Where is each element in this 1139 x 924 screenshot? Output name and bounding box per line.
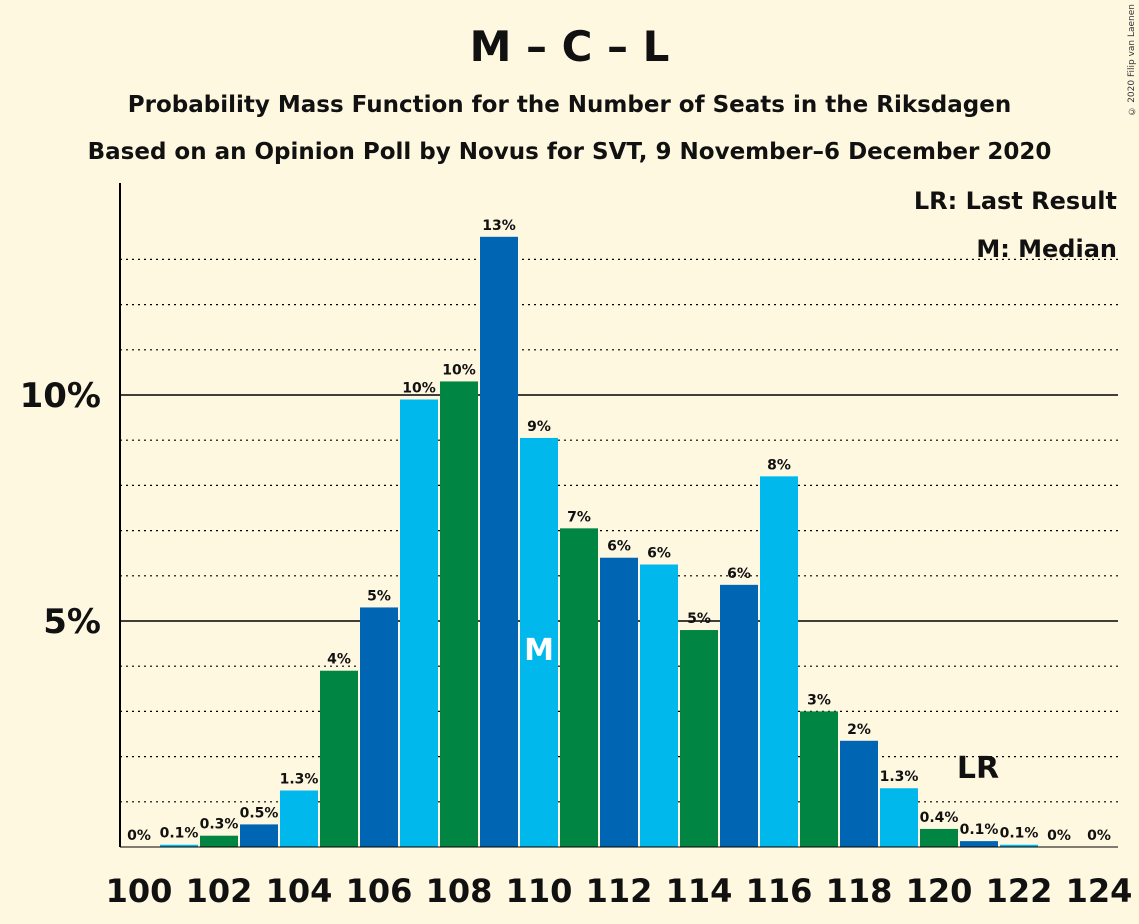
data-label: 9% bbox=[527, 419, 551, 435]
bar bbox=[280, 790, 318, 847]
legend-last-result: LR: Last Result bbox=[914, 187, 1117, 215]
data-label: 5% bbox=[367, 588, 391, 604]
bar bbox=[1000, 844, 1038, 847]
bar bbox=[760, 476, 798, 847]
x-tick-label: 124 bbox=[1066, 872, 1133, 910]
x-tick-label: 120 bbox=[906, 872, 973, 910]
data-label: 10% bbox=[402, 381, 436, 397]
x-tick-label: 102 bbox=[186, 872, 253, 910]
chart-subtitle: Probability Mass Function for the Number… bbox=[127, 92, 1012, 118]
x-tick-label: 110 bbox=[506, 872, 573, 910]
x-tick-label: 118 bbox=[826, 872, 893, 910]
bar bbox=[720, 584, 758, 847]
bar bbox=[880, 788, 918, 847]
data-label: 0% bbox=[127, 828, 151, 844]
bar bbox=[200, 835, 238, 847]
data-label: 6% bbox=[607, 539, 631, 555]
x-tick-label: 104 bbox=[266, 872, 333, 910]
last-result-marker: LR bbox=[957, 751, 999, 786]
data-label: 2% bbox=[847, 722, 871, 738]
bar bbox=[400, 399, 438, 847]
bar bbox=[960, 841, 998, 847]
x-tick-label: 100 bbox=[106, 872, 173, 910]
bar bbox=[920, 828, 958, 847]
data-label: 0.1% bbox=[1000, 826, 1039, 842]
y-tick-label: 10% bbox=[20, 376, 101, 416]
data-label: 8% bbox=[767, 457, 791, 473]
data-label: 1.3% bbox=[280, 772, 319, 788]
x-tick-label: 106 bbox=[346, 872, 413, 910]
bar bbox=[840, 740, 878, 847]
data-label: 4% bbox=[327, 652, 351, 668]
bar bbox=[240, 824, 278, 847]
bar bbox=[160, 844, 198, 847]
data-label: 6% bbox=[647, 546, 671, 562]
legend-median: M: Median bbox=[976, 235, 1117, 263]
x-tick-label: 108 bbox=[426, 872, 493, 910]
chart-title: M – C – L bbox=[469, 22, 670, 71]
x-tick-label: 114 bbox=[666, 872, 733, 910]
x-tick-label: 112 bbox=[586, 872, 653, 910]
median-marker: M bbox=[524, 633, 554, 668]
data-label: 10% bbox=[442, 362, 476, 378]
data-label: 3% bbox=[807, 692, 831, 708]
x-tick-label: 122 bbox=[986, 872, 1053, 910]
data-label: 0.4% bbox=[920, 810, 959, 826]
data-label: 0% bbox=[1047, 828, 1071, 844]
bar bbox=[520, 437, 558, 847]
bar bbox=[600, 557, 638, 847]
bar bbox=[480, 236, 518, 848]
bar bbox=[320, 670, 358, 847]
y-tick-label: 5% bbox=[43, 602, 101, 642]
data-label: 13% bbox=[482, 218, 516, 234]
bar bbox=[440, 381, 478, 847]
data-label: 6% bbox=[727, 566, 751, 582]
bar bbox=[800, 711, 838, 847]
data-label: 0.1% bbox=[160, 826, 199, 842]
data-label: 0.5% bbox=[240, 805, 279, 821]
data-label: 7% bbox=[567, 509, 591, 525]
data-label: 1.3% bbox=[880, 769, 919, 785]
bar bbox=[680, 630, 718, 847]
data-label: 0.3% bbox=[200, 817, 239, 833]
x-tick-label: 116 bbox=[746, 872, 813, 910]
data-label: 5% bbox=[687, 611, 711, 627]
data-label: 0.1% bbox=[960, 822, 999, 838]
bar bbox=[360, 607, 398, 847]
data-label: 0% bbox=[1087, 828, 1111, 844]
chart-subtitle-source: Based on an Opinion Poll by Novus for SV… bbox=[87, 139, 1052, 165]
bar bbox=[640, 564, 678, 847]
bar bbox=[560, 528, 598, 847]
